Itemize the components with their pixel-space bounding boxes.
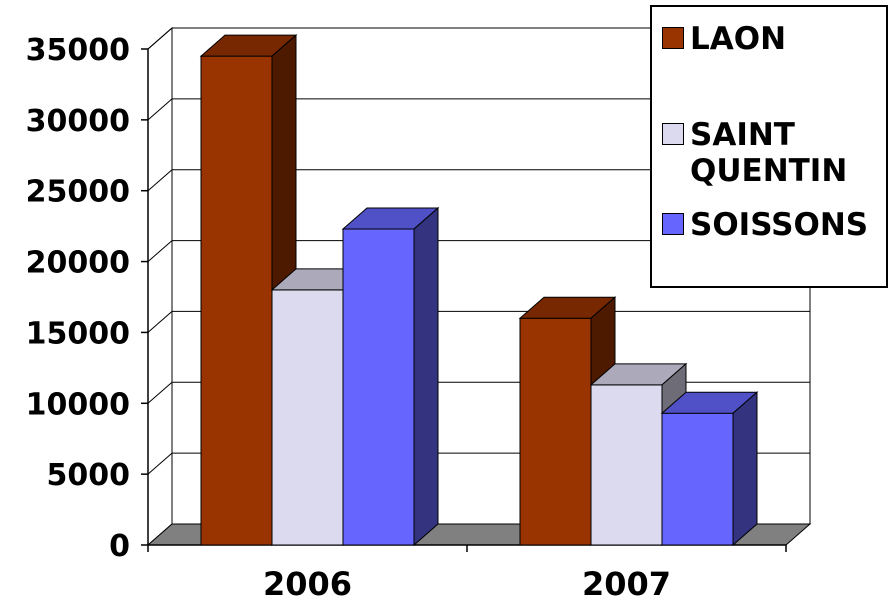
gridline-side: [147, 169, 173, 192]
y-tick-label: 25000: [26, 175, 130, 210]
legend-item-soissons: SOISSONS: [662, 207, 868, 243]
legend-swatch-laon: [662, 27, 684, 49]
gridline-side: [147, 311, 173, 333]
y-tick-label: 5000: [47, 458, 131, 493]
y-tick-label: 35000: [26, 33, 130, 68]
legend-label-saint-quentin: SAINT QUENTIN: [690, 117, 848, 189]
bar-saint-quentin-2006: [271, 289, 344, 546]
bar-saint-quentin-2007: [590, 384, 663, 546]
x-axis-labels: 2006 2007: [263, 565, 671, 602]
legend-label-laon: LAON: [690, 21, 787, 57]
legend-swatch-saint-quentin: [662, 123, 684, 145]
bar-laon-2007: [519, 317, 592, 546]
bar-laon-2006: [200, 55, 273, 546]
legend: LAON SAINT QUENTIN SOISSONS: [650, 5, 888, 288]
bar-soissons-2007: [661, 412, 734, 546]
y-tick-label: 15000: [26, 316, 130, 351]
side-wall: [147, 26, 173, 547]
gridline-side: [147, 452, 173, 475]
gridline-side: [147, 27, 173, 50]
legend-item-saint-quentin: SAINT QUENTIN: [662, 117, 847, 189]
legend-label-soissons: SOISSONS: [690, 207, 869, 243]
legend-item-laon: LAON: [662, 21, 786, 57]
gridline-side: [147, 240, 173, 262]
gridline-side: [147, 98, 173, 121]
bar-soissons-2006: [342, 228, 415, 546]
x-category-label: 2007: [582, 565, 671, 602]
y-axis-ticks: 0 5000 10000 15000 20000 25000 30000 35000: [26, 33, 148, 564]
bars: [199, 33, 759, 547]
bar-side: [413, 206, 439, 547]
y-tick-label: 0: [109, 529, 130, 564]
y-tick-label: 20000: [26, 246, 130, 281]
bar-side: [732, 391, 758, 547]
y-tick-label: 10000: [26, 387, 130, 422]
y-tick-label: 30000: [26, 104, 130, 139]
x-category-label: 2006: [263, 565, 352, 602]
gridline-side: [147, 381, 173, 404]
legend-swatch-soissons: [662, 213, 684, 235]
